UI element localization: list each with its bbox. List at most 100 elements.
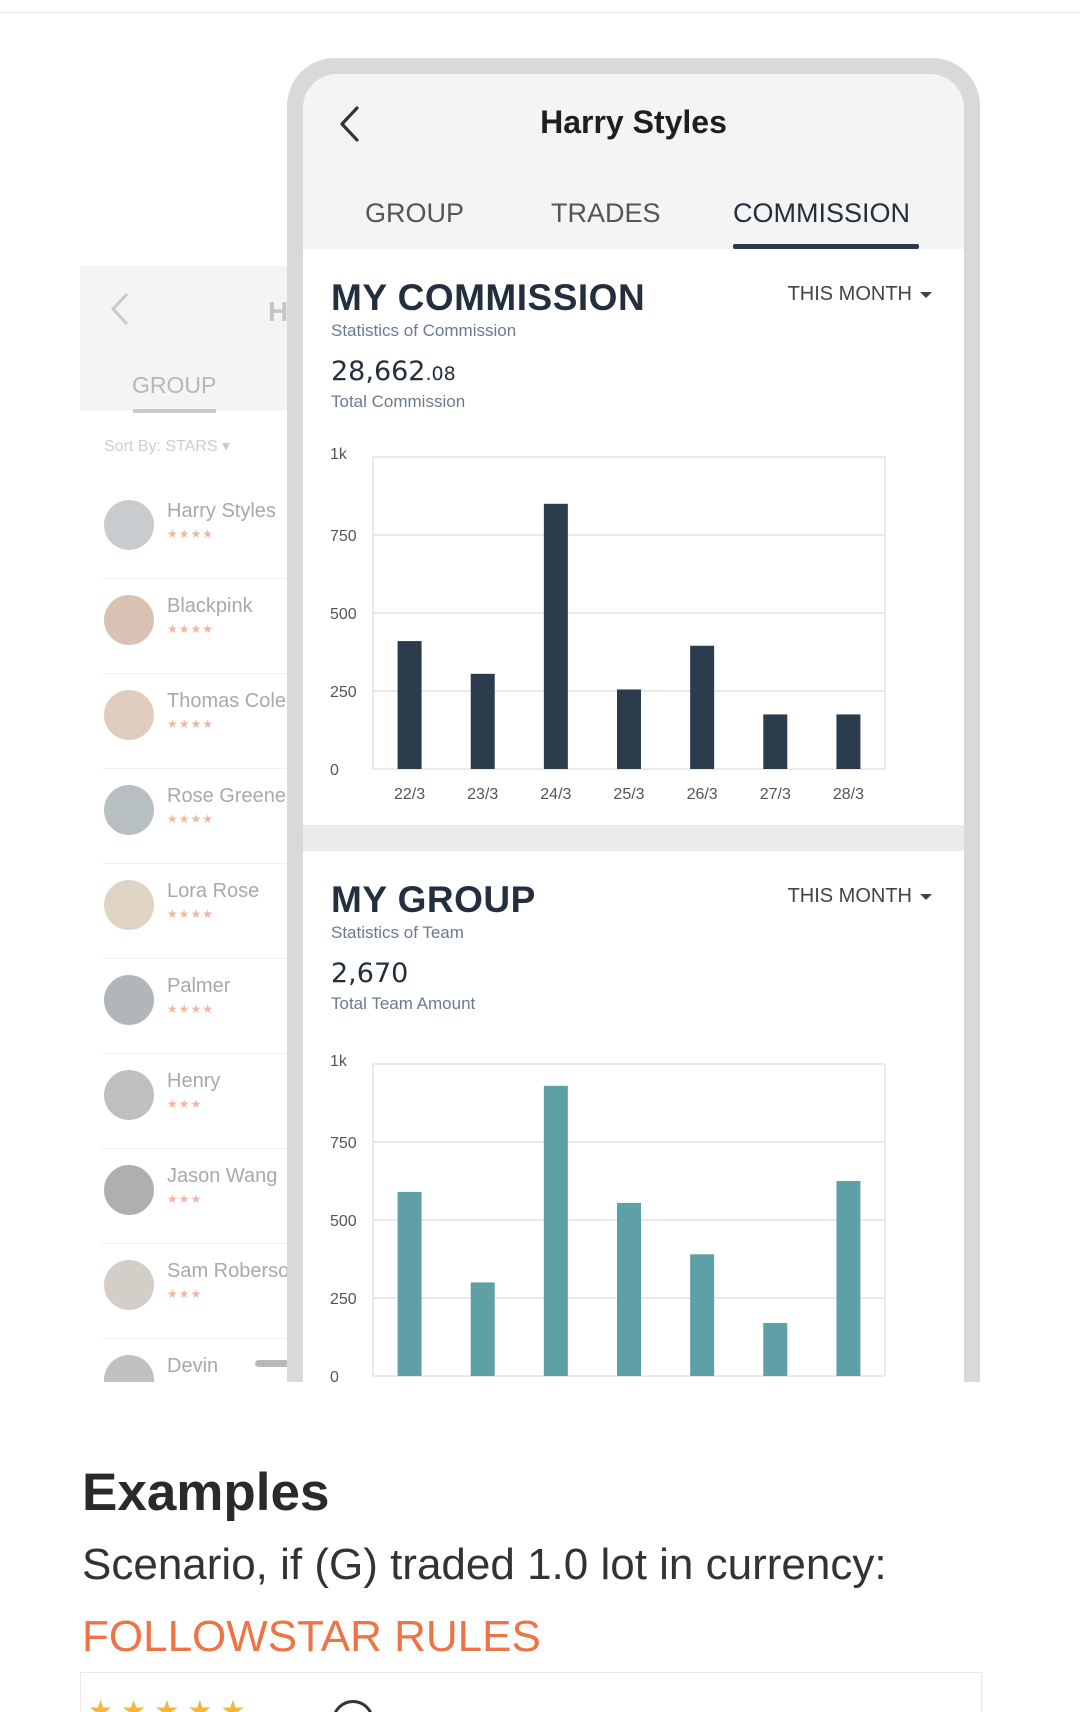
background-tab-underline [133, 409, 216, 413]
avatar [104, 595, 154, 645]
member-name: Blackpink [167, 595, 253, 617]
member-list: Harry Styles ★★★★ Blackpink ★★★★ Thomas Cole… [102, 484, 290, 1382]
phone-frame: Harry Styles GROUP TRADES COMMISSION MY … [287, 58, 980, 1382]
avatar [104, 500, 154, 550]
commission-bar-chart: 0 250 500 750 1k 22/3 23/3 24/3 25/3 26/3 27/3 28/3 [330, 446, 886, 803]
total-commission-decimal: .08 [425, 363, 456, 385]
tab-trades[interactable]: TRADES [551, 198, 661, 228]
commission-title: MY COMMISSION [331, 277, 646, 318]
y-tick-label: 500 [330, 1213, 357, 1230]
list-item: Jason Wang ★★★ [102, 1149, 290, 1244]
member-name: Lora Rose [167, 880, 260, 902]
sort-dropdown: Sort By: STARS ▾ [104, 438, 230, 455]
list-item: Rose Greene ★★★★ [102, 769, 290, 864]
caret-down-icon [920, 893, 932, 900]
bar [617, 1202, 641, 1376]
group-title: MY GROUP [331, 879, 536, 920]
member-stars: ★★★ [167, 1192, 203, 1206]
bar [617, 689, 641, 769]
active-tab-indicator [733, 244, 919, 249]
tab-commission[interactable]: COMMISSION [733, 198, 911, 228]
bar [397, 641, 422, 769]
examples-heading: Examples [82, 1463, 330, 1522]
member-name: Sam Roberso [167, 1260, 290, 1282]
y-tick-label: 0 [330, 1369, 339, 1382]
y-tick-label: 250 [330, 684, 357, 701]
group-subtitle: Statistics of Team [331, 923, 464, 942]
bar [690, 645, 715, 769]
group-period-dropdown[interactable]: THIS MONTH [788, 885, 932, 908]
y-tick-label: 250 [330, 1291, 357, 1308]
y-tick-label: 1k [330, 1053, 348, 1070]
scenario-text: Scenario, if (G) traded 1.0 lot in curre… [82, 1540, 887, 1589]
caret-down-icon [920, 291, 932, 298]
member-name: Palmer [167, 975, 231, 997]
bar [763, 1322, 788, 1376]
bar [836, 1181, 861, 1376]
x-tick-label: 24/3 [540, 786, 571, 803]
group-bar-chart: 0 250 500 750 1k [330, 1053, 886, 1382]
x-tick-label: 22/3 [394, 786, 425, 803]
list-item: Palmer ★★★★ [102, 959, 290, 1054]
y-tick-label: 750 [330, 1135, 357, 1152]
avatar [104, 1260, 154, 1310]
period-label: THIS MONTH [787, 885, 912, 907]
x-tick-label: 28/3 [833, 786, 864, 803]
list-item: Lora Rose ★★★★ [102, 864, 290, 959]
avatar [104, 1070, 154, 1120]
tab-group[interactable]: GROUP [365, 198, 465, 228]
avatar [104, 975, 154, 1025]
y-tick-label: 1k [330, 446, 348, 463]
member-name: Jason Wang [167, 1165, 278, 1187]
member-stars: ★★★ [167, 1287, 203, 1301]
commission-subtitle: Statistics of Commission [331, 321, 517, 340]
total-team-label: Total Team Amount [331, 994, 476, 1013]
bar [763, 714, 788, 769]
list-item: Sam Roberso ★★★ [102, 1244, 290, 1339]
bar [470, 673, 495, 769]
member-stars: ★★★★ [167, 812, 215, 826]
background-header: H GROUP [80, 266, 290, 413]
list-item: Devin [102, 1339, 290, 1382]
list-item: Harry Styles ★★★★ [102, 484, 290, 579]
group-card: MY GROUP Statistics of Team THIS MONTH 2… [303, 851, 964, 1382]
member-stars: ★★★★ [167, 622, 215, 636]
commission-period-dropdown[interactable]: THIS MONTH [788, 283, 932, 306]
background-title: H [268, 296, 289, 327]
back-arrow-icon [110, 292, 129, 326]
x-tick-label: 23/3 [467, 786, 498, 803]
y-tick-label: 750 [330, 528, 357, 545]
member-name: Henry [167, 1070, 221, 1092]
top-divider [0, 12, 1080, 13]
member-name: Devin [167, 1355, 219, 1377]
rating-card [80, 1672, 982, 1712]
phone-screen: Harry Styles GROUP TRADES COMMISSION MY … [303, 74, 964, 1382]
member-stars: ★★★★ [167, 1002, 215, 1016]
bar [543, 1085, 568, 1376]
y-tick-label: 500 [330, 606, 357, 623]
bar [836, 714, 861, 769]
bar [543, 503, 568, 769]
y-tick-label: 0 [330, 762, 339, 779]
app-header: Harry Styles GROUP TRADES COMMISSION [303, 74, 964, 249]
background-tab-group: GROUP [132, 372, 217, 398]
member-stars: ★★★ [167, 1097, 203, 1111]
back-arrow-icon[interactable] [333, 102, 367, 146]
avatar [104, 785, 154, 835]
rating-stars: ★★★★★ [88, 1695, 254, 1712]
member-stars: ★★★★ [167, 527, 215, 541]
total-team-value: 2,670 [331, 958, 409, 989]
bar [397, 1191, 422, 1376]
avatar [104, 1355, 154, 1382]
list-item: Thomas Cole ★★★★ [102, 674, 290, 769]
member-stars: ★★★★ [167, 907, 215, 921]
avatar [104, 690, 154, 740]
followstar-rules-link[interactable]: FOLLOWSTAR RULES [82, 1612, 541, 1661]
avatar [104, 1165, 154, 1215]
total-commission-integer: 28,662 [331, 356, 426, 387]
total-commission-value: 28,662.08 [331, 356, 456, 387]
background-screen: H GROUP Sort By: STARS ▾ Harry Styles ★★★… [80, 266, 290, 1382]
member-name: Harry Styles [167, 500, 276, 522]
avatar [104, 880, 154, 930]
member-name: Rose Greene [167, 785, 286, 807]
